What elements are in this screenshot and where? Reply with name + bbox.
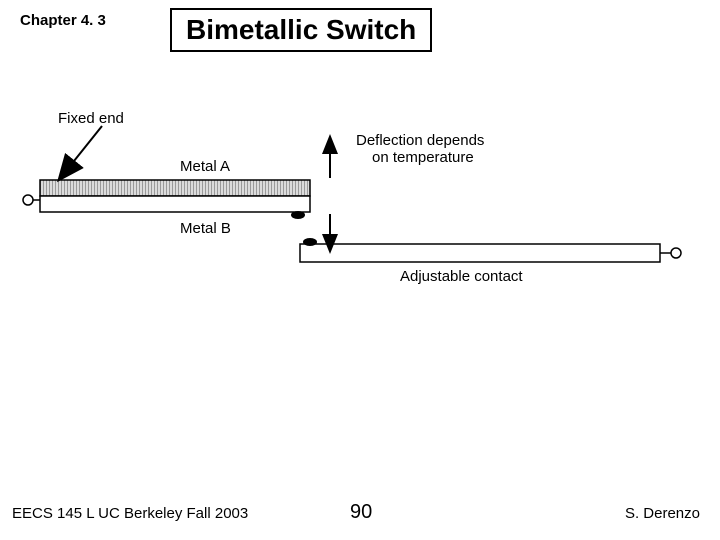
adjustable-contact-label: Adjustable contact <box>400 268 523 285</box>
page-title: Bimetallic Switch <box>170 8 432 52</box>
metal-a-strip <box>40 180 310 196</box>
strip-contact-dot <box>291 211 305 219</box>
footer-course: EECS 145 L UC Berkeley Fall 2003 <box>12 505 248 522</box>
chapter-label: Chapter 4. 3 <box>20 12 106 29</box>
footer-author: S. Derenzo <box>625 505 700 522</box>
metal-b-strip <box>40 196 310 212</box>
bimetallic-diagram: Fixed end Metal A Metal B Deflection dep… <box>0 90 720 350</box>
deflection-label-1: Deflection depends <box>356 132 484 149</box>
bar-contact-dot <box>303 238 317 246</box>
deflection-label-2: on temperature <box>372 149 474 166</box>
metal-b-label: Metal B <box>180 220 231 237</box>
diagram-svg <box>0 90 720 350</box>
right-terminal <box>671 248 681 258</box>
footer-page-number: 90 <box>350 501 372 524</box>
left-terminal <box>23 195 33 205</box>
fixed-end-label: Fixed end <box>58 110 124 127</box>
fixed-end-arrow <box>62 126 102 176</box>
metal-a-label: Metal A <box>180 158 230 175</box>
adjustable-contact-bar <box>300 244 660 262</box>
